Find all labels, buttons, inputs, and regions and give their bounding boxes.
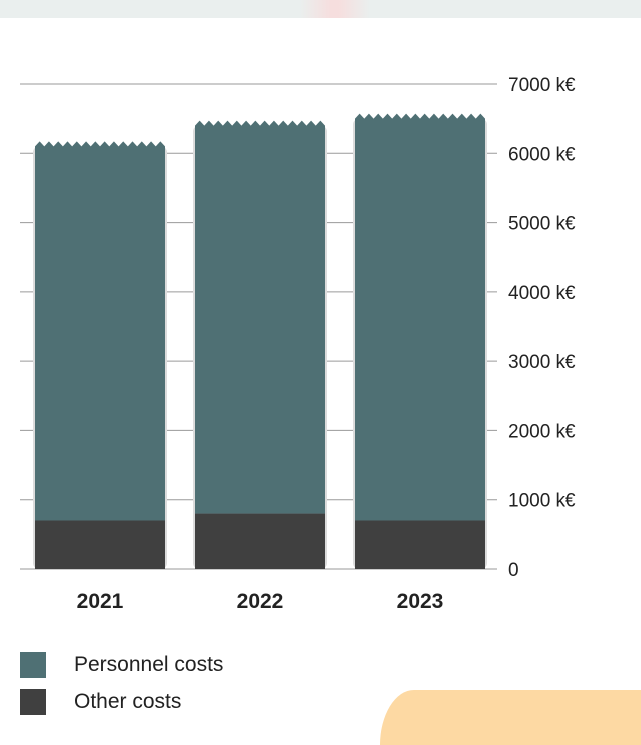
y-tick-label-4000: 4000 k€ <box>508 283 576 304</box>
x-tick-label-2022: 2022 <box>237 590 284 613</box>
y-tick-label-6000: 6000 k€ <box>508 144 576 165</box>
bar-other-2021 <box>35 520 165 569</box>
bar-other-2022 <box>195 513 325 569</box>
bar-other-2023 <box>355 520 485 569</box>
y-tick-label-7000: 7000 k€ <box>508 75 576 96</box>
x-tick-label-2021: 2021 <box>77 590 124 613</box>
y-tick-label-1000: 1000 k€ <box>508 491 576 512</box>
legend-swatch-other <box>20 689 46 715</box>
legend-swatch-personnel <box>20 652 46 678</box>
y-tick-label-0: 0 <box>508 560 519 581</box>
decorative-corner-shape <box>380 690 641 745</box>
legend-label-personnel: Personnel costs <box>74 653 224 676</box>
legend-item-other: Other costs <box>20 687 223 717</box>
y-tick-label-5000: 5000 k€ <box>508 214 576 235</box>
bar-personnel-2023 <box>355 113 485 521</box>
cost-bar-chart: 0 1000 k€ 2000 k€ 3000 k€ 4000 k€ 5000 k€ 6000… <box>20 75 576 613</box>
x-tick-label-2023: 2023 <box>397 590 444 613</box>
legend: Personnel costs Other costs <box>20 650 223 724</box>
bar-personnel-2021 <box>35 141 165 521</box>
legend-label-other: Other costs <box>74 690 182 713</box>
y-tick-label-3000: 3000 k€ <box>508 352 576 373</box>
y-tick-label-2000: 2000 k€ <box>508 421 576 442</box>
top-accent <box>300 0 370 18</box>
bar-personnel-2022 <box>195 120 325 514</box>
legend-item-personnel: Personnel costs <box>20 650 223 680</box>
